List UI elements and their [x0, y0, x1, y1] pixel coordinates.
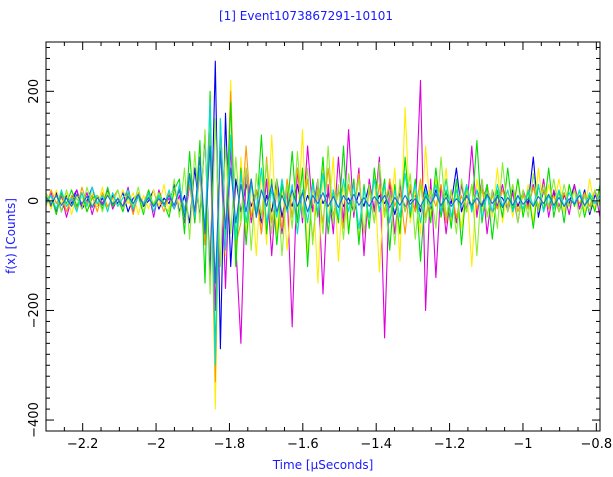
- series-line-4: [45, 90, 601, 383]
- chart-title: [1] Event1073867291-10101: [219, 9, 393, 23]
- series-line-3: [45, 79, 601, 410]
- series-line-6: [45, 118, 601, 295]
- series-line-8: [45, 145, 591, 284]
- y-axis-label: f(x) [Counts]: [4, 198, 18, 274]
- y-tick-label-3: 200: [27, 79, 42, 104]
- x-axis: −2.2 −2 −1.8 −1.6 −1.4 −1.2 −1 −0.8: [45, 42, 613, 452]
- x-tick-label-2: −1.8: [214, 437, 246, 452]
- y-axis: −400 −200 0 200: [27, 46, 600, 438]
- y-tick-label-1: −200: [27, 293, 42, 329]
- y-tick-label-0: −400: [27, 402, 42, 438]
- y-tick-label-2: 0: [27, 197, 42, 205]
- plot-frame: [45, 41, 601, 432]
- x-axis-label: Time [μSeconds]: [272, 458, 374, 472]
- x-tick-label-5: −1.2: [434, 437, 466, 452]
- x-tick-label-7: −0.8: [581, 437, 613, 452]
- x-tick-label-1: −2: [146, 437, 165, 452]
- x-tick-label-6: −1: [513, 437, 532, 452]
- x-tick-label-0: −2.2: [67, 437, 99, 452]
- series-group: [45, 60, 601, 410]
- x-tick-label-4: −1.4: [360, 437, 392, 452]
- x-tick-label-3: −1.6: [287, 437, 319, 452]
- x-axis-label-text: Time [μSeconds]: [272, 458, 374, 472]
